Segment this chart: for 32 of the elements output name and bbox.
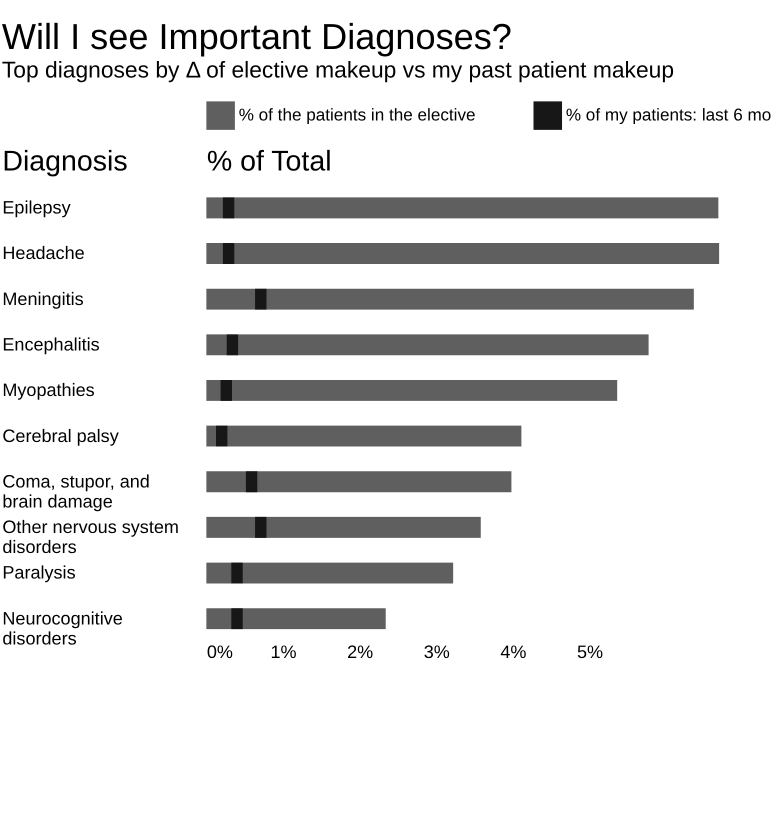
x-tick-label: 0% (206, 642, 233, 662)
x-tick-label: 2% (347, 642, 374, 662)
x-tick-label: 4% (500, 642, 526, 662)
legend-label: % of the patients in the elective (238, 105, 476, 124)
y-tick-label: Myopathies (2, 380, 95, 400)
y-tick-label: Paralysis (2, 562, 76, 583)
x-tick-label: 1% (270, 642, 297, 662)
y-tick-label: Headache (2, 243, 85, 264)
x-axis-title: % of Total (206, 145, 332, 178)
y-axis-title: Diagnosis (2, 145, 128, 178)
legend-label: % of my patients: last 6 mo (566, 105, 772, 124)
bar (206, 426, 522, 447)
y-tick-label: Neurocognitive disorders (2, 608, 123, 648)
chart-title: Will I see Important Diagnoses? (2, 16, 512, 58)
y-tick-label: Epilepsy (2, 198, 71, 218)
bar (206, 197, 718, 218)
bar (206, 608, 386, 630)
bar (206, 471, 512, 492)
y-tick-label: Encephalitis (2, 334, 100, 355)
y-tick-label: Coma, stupor, and brain damage (2, 471, 150, 512)
x-tick-label: 3% (424, 642, 450, 662)
y-tick-label: Cerebral palsy (2, 426, 119, 446)
x-tick-label: 5% (577, 642, 604, 662)
bar (206, 516, 481, 538)
bar (206, 288, 694, 310)
y-tick-label: Other nervous system disorders (2, 517, 179, 558)
bar (206, 380, 618, 401)
chart-subtitle: Top diagnoses by Δ of elective makeup vs my past patient makeup (2, 56, 674, 83)
bar (206, 243, 720, 264)
y-tick-label: Meningitis (2, 288, 84, 309)
bar (206, 562, 454, 584)
bar (206, 334, 649, 356)
